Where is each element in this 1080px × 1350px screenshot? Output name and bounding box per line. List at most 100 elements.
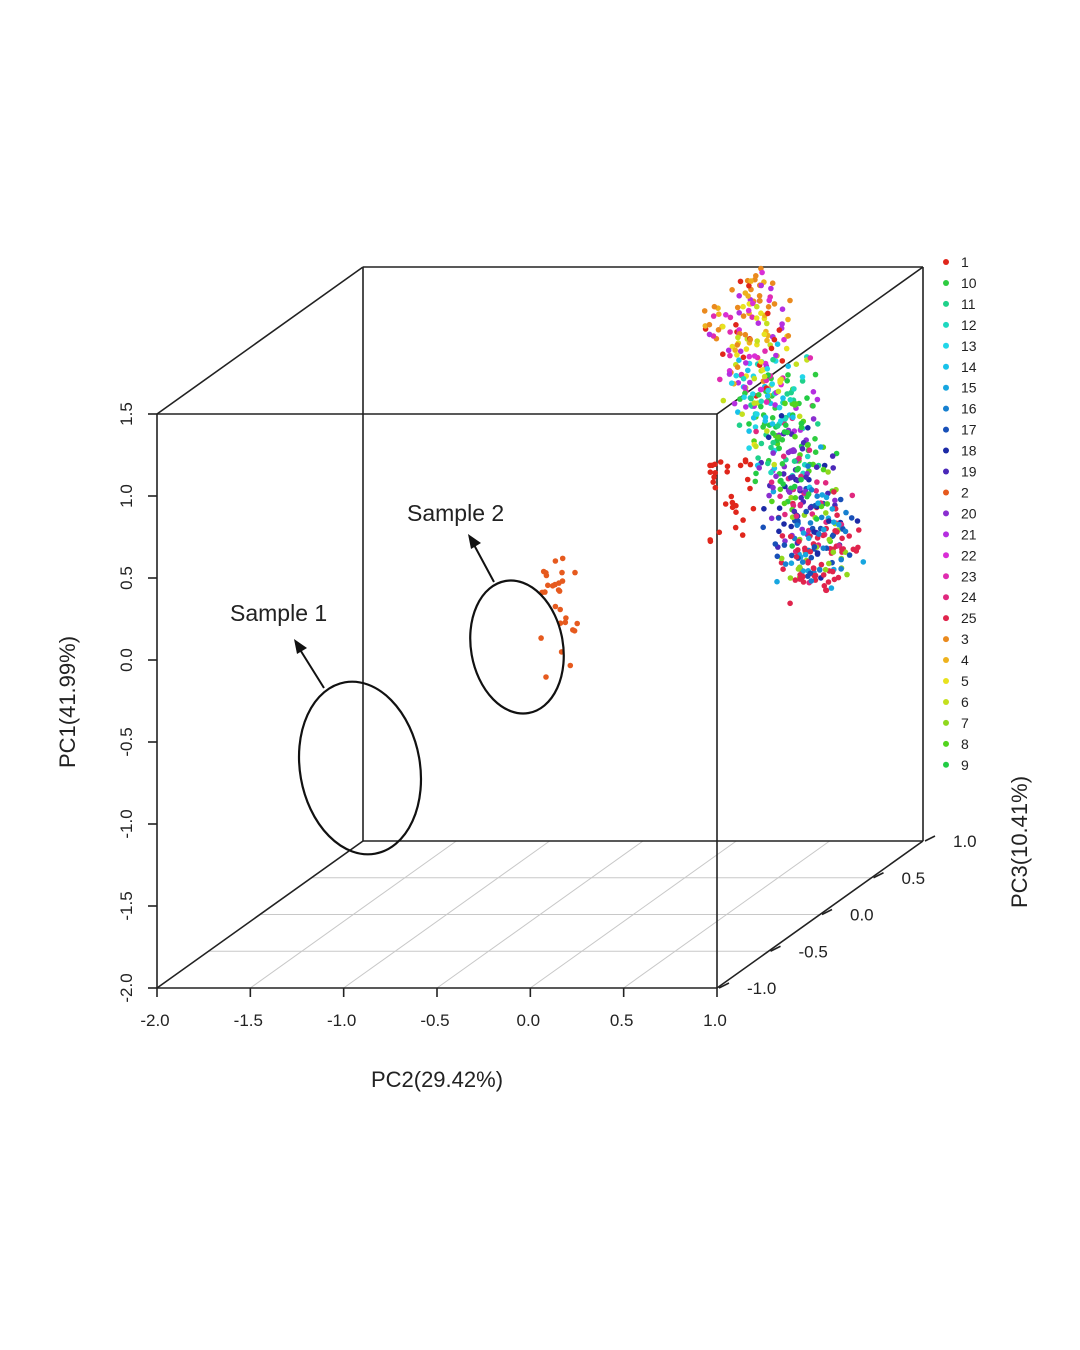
sample-1-point (574, 620, 580, 627)
group-3-point (734, 304, 741, 311)
group-20-point (768, 515, 775, 522)
group-15-point (774, 578, 780, 585)
group-11-point (748, 395, 754, 402)
axis-ticks: -2.0 -1.5 -1.0 -0.5 0.0 0.5 1.0 -2.0 -1.5 -1.0 -0.… (117, 402, 977, 1030)
group-15-point (830, 519, 837, 525)
group-13-point (752, 424, 759, 430)
group-25-point (834, 512, 840, 518)
group-21-point (736, 293, 742, 299)
group-15-point (821, 526, 827, 533)
scatter-points (538, 265, 867, 680)
group-24-point (777, 493, 783, 500)
group-21-point (768, 285, 774, 292)
group-16-point (808, 578, 815, 584)
group-14-point (736, 357, 742, 364)
sample-1-point (559, 555, 566, 562)
group-9-point (798, 476, 804, 483)
group-25-point (793, 554, 800, 560)
group-1-point (720, 351, 726, 358)
group-9-point (789, 543, 795, 549)
group-12-point (791, 386, 797, 392)
group-22-point (750, 300, 756, 307)
sample-2-point (724, 463, 731, 470)
group-21-point (779, 321, 785, 327)
group-19-point (813, 464, 820, 471)
z-axis-title: PC3(10.41%) (1007, 776, 1032, 908)
legend-label: 3 (961, 631, 969, 647)
group-3-point (729, 287, 735, 293)
group-1-point (776, 327, 783, 333)
group-13-point (764, 366, 771, 372)
group-18-point (765, 434, 772, 441)
legend-marker (943, 698, 949, 705)
group-10-point (812, 449, 819, 456)
x-axis-title: PC2(29.42%) (371, 1067, 503, 1092)
x-tick-label: 0.5 (610, 1011, 634, 1030)
group-23-point (710, 313, 717, 319)
group-3-point (787, 297, 793, 304)
group-19-point (787, 474, 794, 481)
group-23-point (727, 352, 733, 359)
y-tick-label: 0.0 (117, 648, 136, 672)
group-21-point (726, 371, 733, 377)
sample-2-ellipse (469, 579, 565, 715)
group-18-point (814, 550, 821, 556)
group-19-point (798, 494, 804, 501)
group-10-point (798, 424, 805, 431)
legend-label: 21 (961, 526, 977, 542)
group-9-point (776, 445, 782, 452)
legend-label: 20 (961, 505, 977, 521)
group-17-point (803, 508, 809, 515)
group-10-point (769, 415, 776, 421)
legend-marker (943, 489, 949, 496)
group-6-point (754, 338, 760, 344)
group-16-point (816, 531, 822, 537)
group-21-point (772, 402, 778, 408)
group-16-point (818, 514, 825, 521)
legend-label: 12 (961, 317, 977, 333)
group-18-point (788, 523, 794, 530)
group-8-point (782, 400, 788, 407)
group-8-point (777, 486, 784, 493)
group-16-point (843, 509, 849, 516)
group-10-point (770, 430, 776, 437)
group-18-point (811, 529, 817, 535)
sample-2-point (712, 470, 718, 476)
group-1-point (740, 354, 747, 361)
group-25-point (846, 533, 852, 539)
group-4-point (748, 278, 754, 284)
group-23-point (762, 348, 768, 354)
group-7-point (826, 560, 832, 567)
group-20-point (773, 473, 779, 480)
legend-label: 23 (961, 568, 977, 584)
group-9-point (783, 422, 789, 429)
sample-1-point (543, 572, 550, 579)
group-8-point (804, 442, 811, 449)
sample-1-arrow (298, 647, 325, 689)
sample-2-point (750, 505, 757, 512)
legend-marker (943, 405, 949, 412)
group-18-point (761, 506, 767, 512)
group-15-point (823, 494, 830, 501)
legend-label: 9 (961, 757, 969, 773)
y-tick-label: -1.5 (117, 891, 136, 920)
sample-2-point (744, 476, 751, 483)
group-7-point (788, 494, 794, 501)
y-tick-label: 1.0 (117, 484, 136, 508)
group-9-point (804, 395, 810, 401)
group-13-point (733, 372, 739, 379)
group-4-point (745, 293, 751, 299)
group-5-point (758, 310, 764, 317)
group-20-point (810, 416, 817, 422)
group-25-point (831, 489, 837, 495)
group-13-point (776, 404, 783, 411)
group-20-point (770, 450, 776, 456)
group-1-point (733, 322, 739, 328)
group-11-point (765, 460, 771, 467)
group-6-point (720, 397, 727, 404)
group-3-point (701, 308, 708, 314)
legend-marker (943, 531, 949, 538)
group-1-point (746, 283, 752, 289)
group-13-point (754, 411, 760, 417)
sample-1-arrowhead (294, 639, 307, 654)
